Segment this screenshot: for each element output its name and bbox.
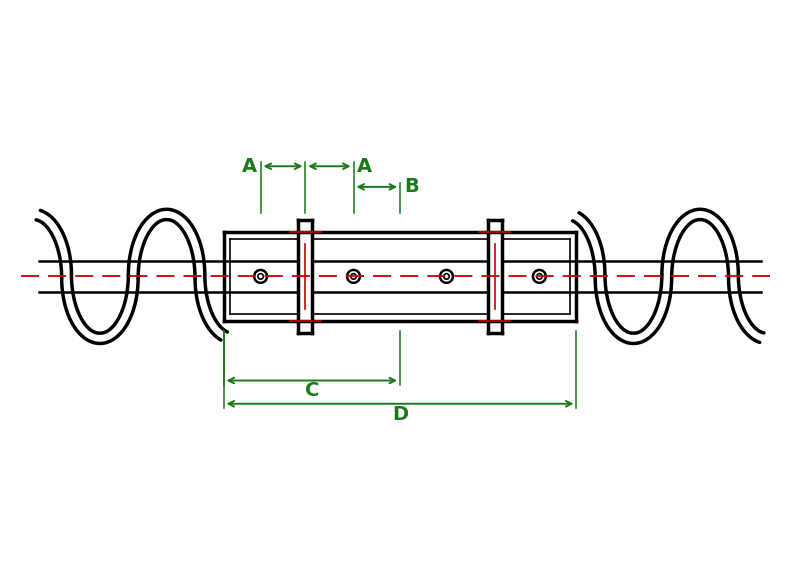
Bar [488,219,502,333]
Text: D: D [392,405,408,424]
Bar [298,219,312,333]
Text: A: A [242,157,257,176]
Text: A: A [357,157,372,176]
Text: B: B [404,177,418,197]
Bar [223,231,577,321]
Text: C: C [305,381,319,400]
